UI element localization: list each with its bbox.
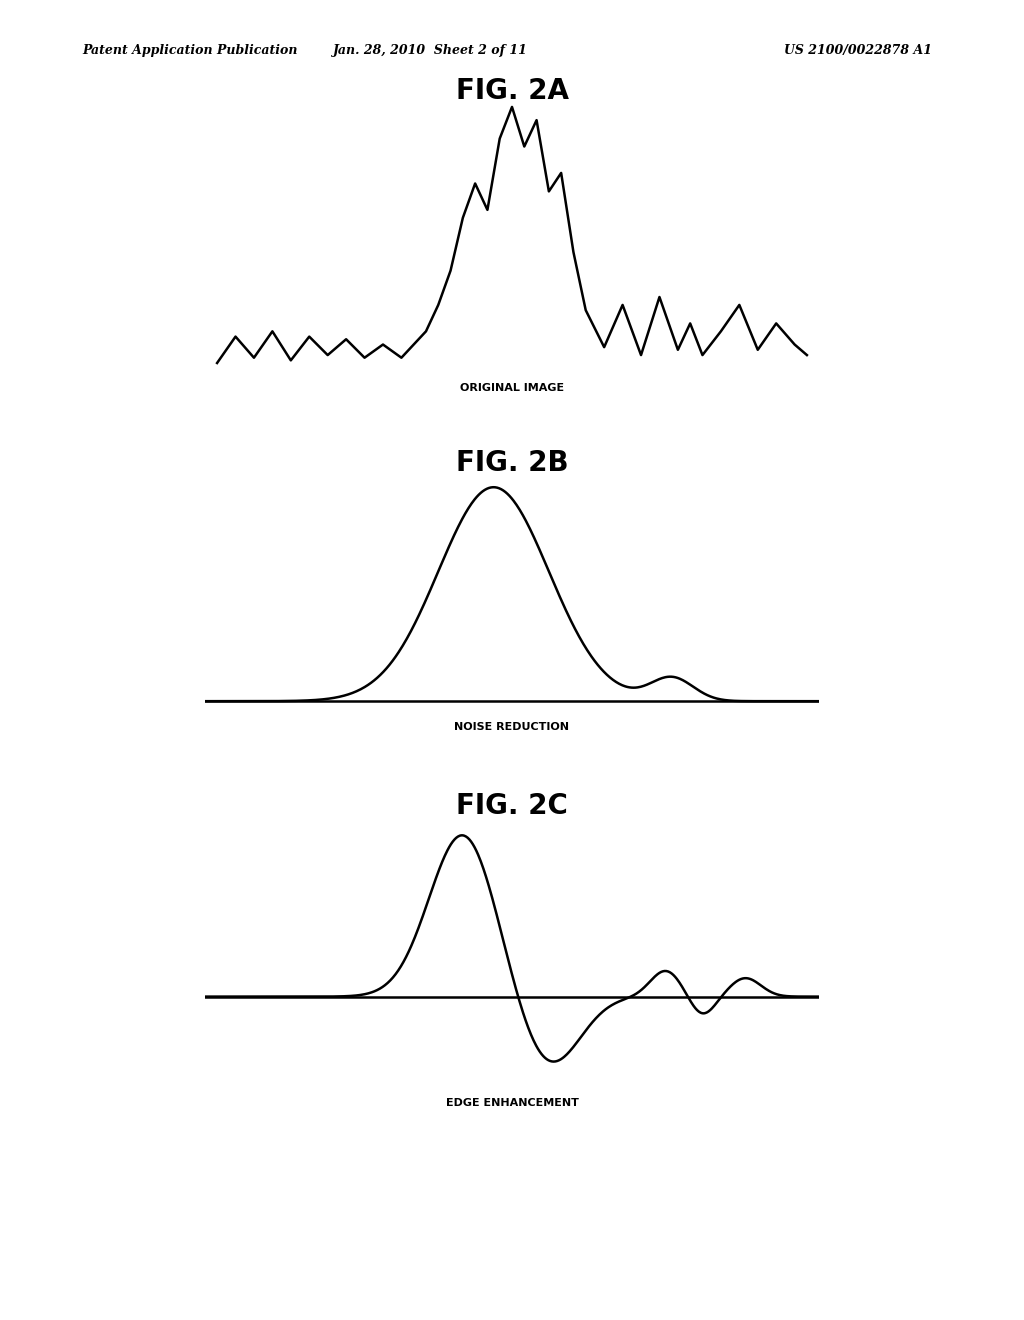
Text: Patent Application Publication: Patent Application Publication xyxy=(82,44,297,57)
Text: NOISE REDUCTION: NOISE REDUCTION xyxy=(455,722,569,733)
Text: EDGE ENHANCEMENT: EDGE ENHANCEMENT xyxy=(445,1098,579,1109)
Text: US 2100/0022878 A1: US 2100/0022878 A1 xyxy=(783,44,932,57)
Text: FIG. 2B: FIG. 2B xyxy=(456,449,568,477)
Text: FIG. 2A: FIG. 2A xyxy=(456,77,568,104)
Text: Jan. 28, 2010  Sheet 2 of 11: Jan. 28, 2010 Sheet 2 of 11 xyxy=(333,44,527,57)
Text: ORIGINAL IMAGE: ORIGINAL IMAGE xyxy=(460,383,564,393)
Text: FIG. 2C: FIG. 2C xyxy=(456,792,568,820)
